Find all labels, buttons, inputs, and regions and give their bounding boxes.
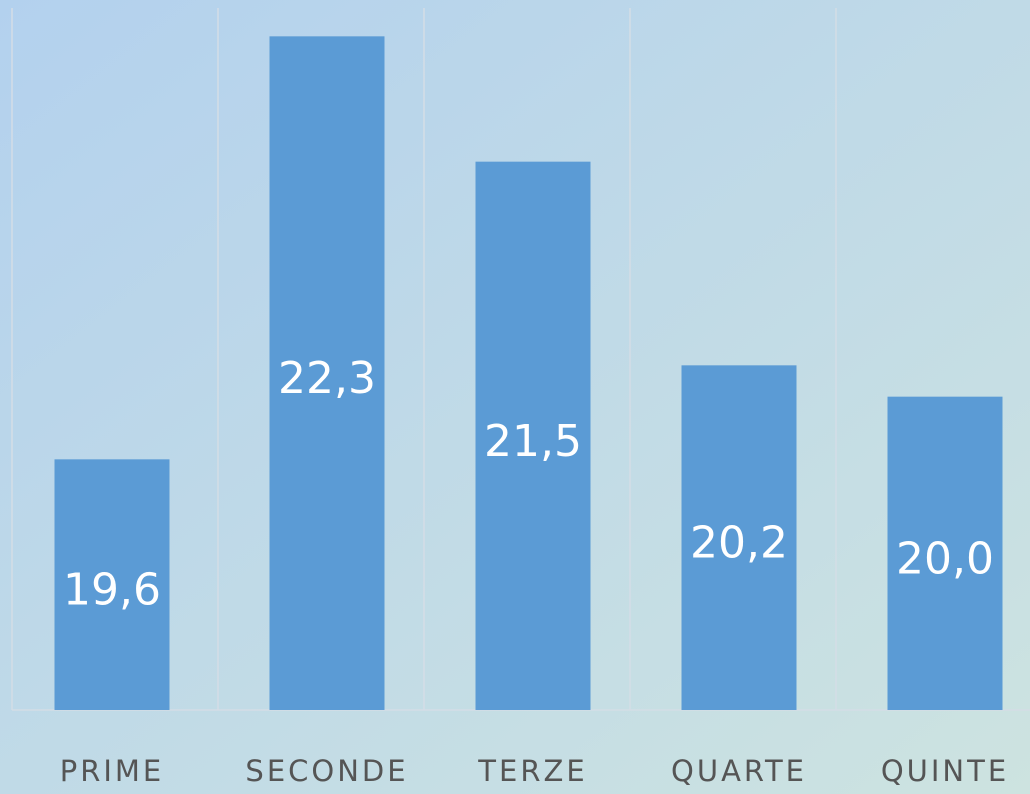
bar — [54, 459, 170, 710]
x-tick-label: SECONDE — [245, 754, 408, 788]
value-label: 20,0 — [896, 533, 994, 584]
x-tick-label: TERZE — [477, 754, 587, 788]
bar — [269, 36, 385, 711]
value-label: 22,3 — [278, 353, 376, 404]
value-label: 20,2 — [690, 518, 788, 569]
value-label: 21,5 — [484, 416, 582, 467]
bar — [681, 365, 797, 710]
bar — [887, 396, 1003, 710]
bar — [475, 161, 591, 710]
x-tick-label: QUINTE — [881, 754, 1009, 788]
x-tick-label: PRIME — [60, 754, 165, 788]
value-label: 19,6 — [63, 565, 161, 616]
x-tick-label: QUARTE — [671, 754, 807, 788]
